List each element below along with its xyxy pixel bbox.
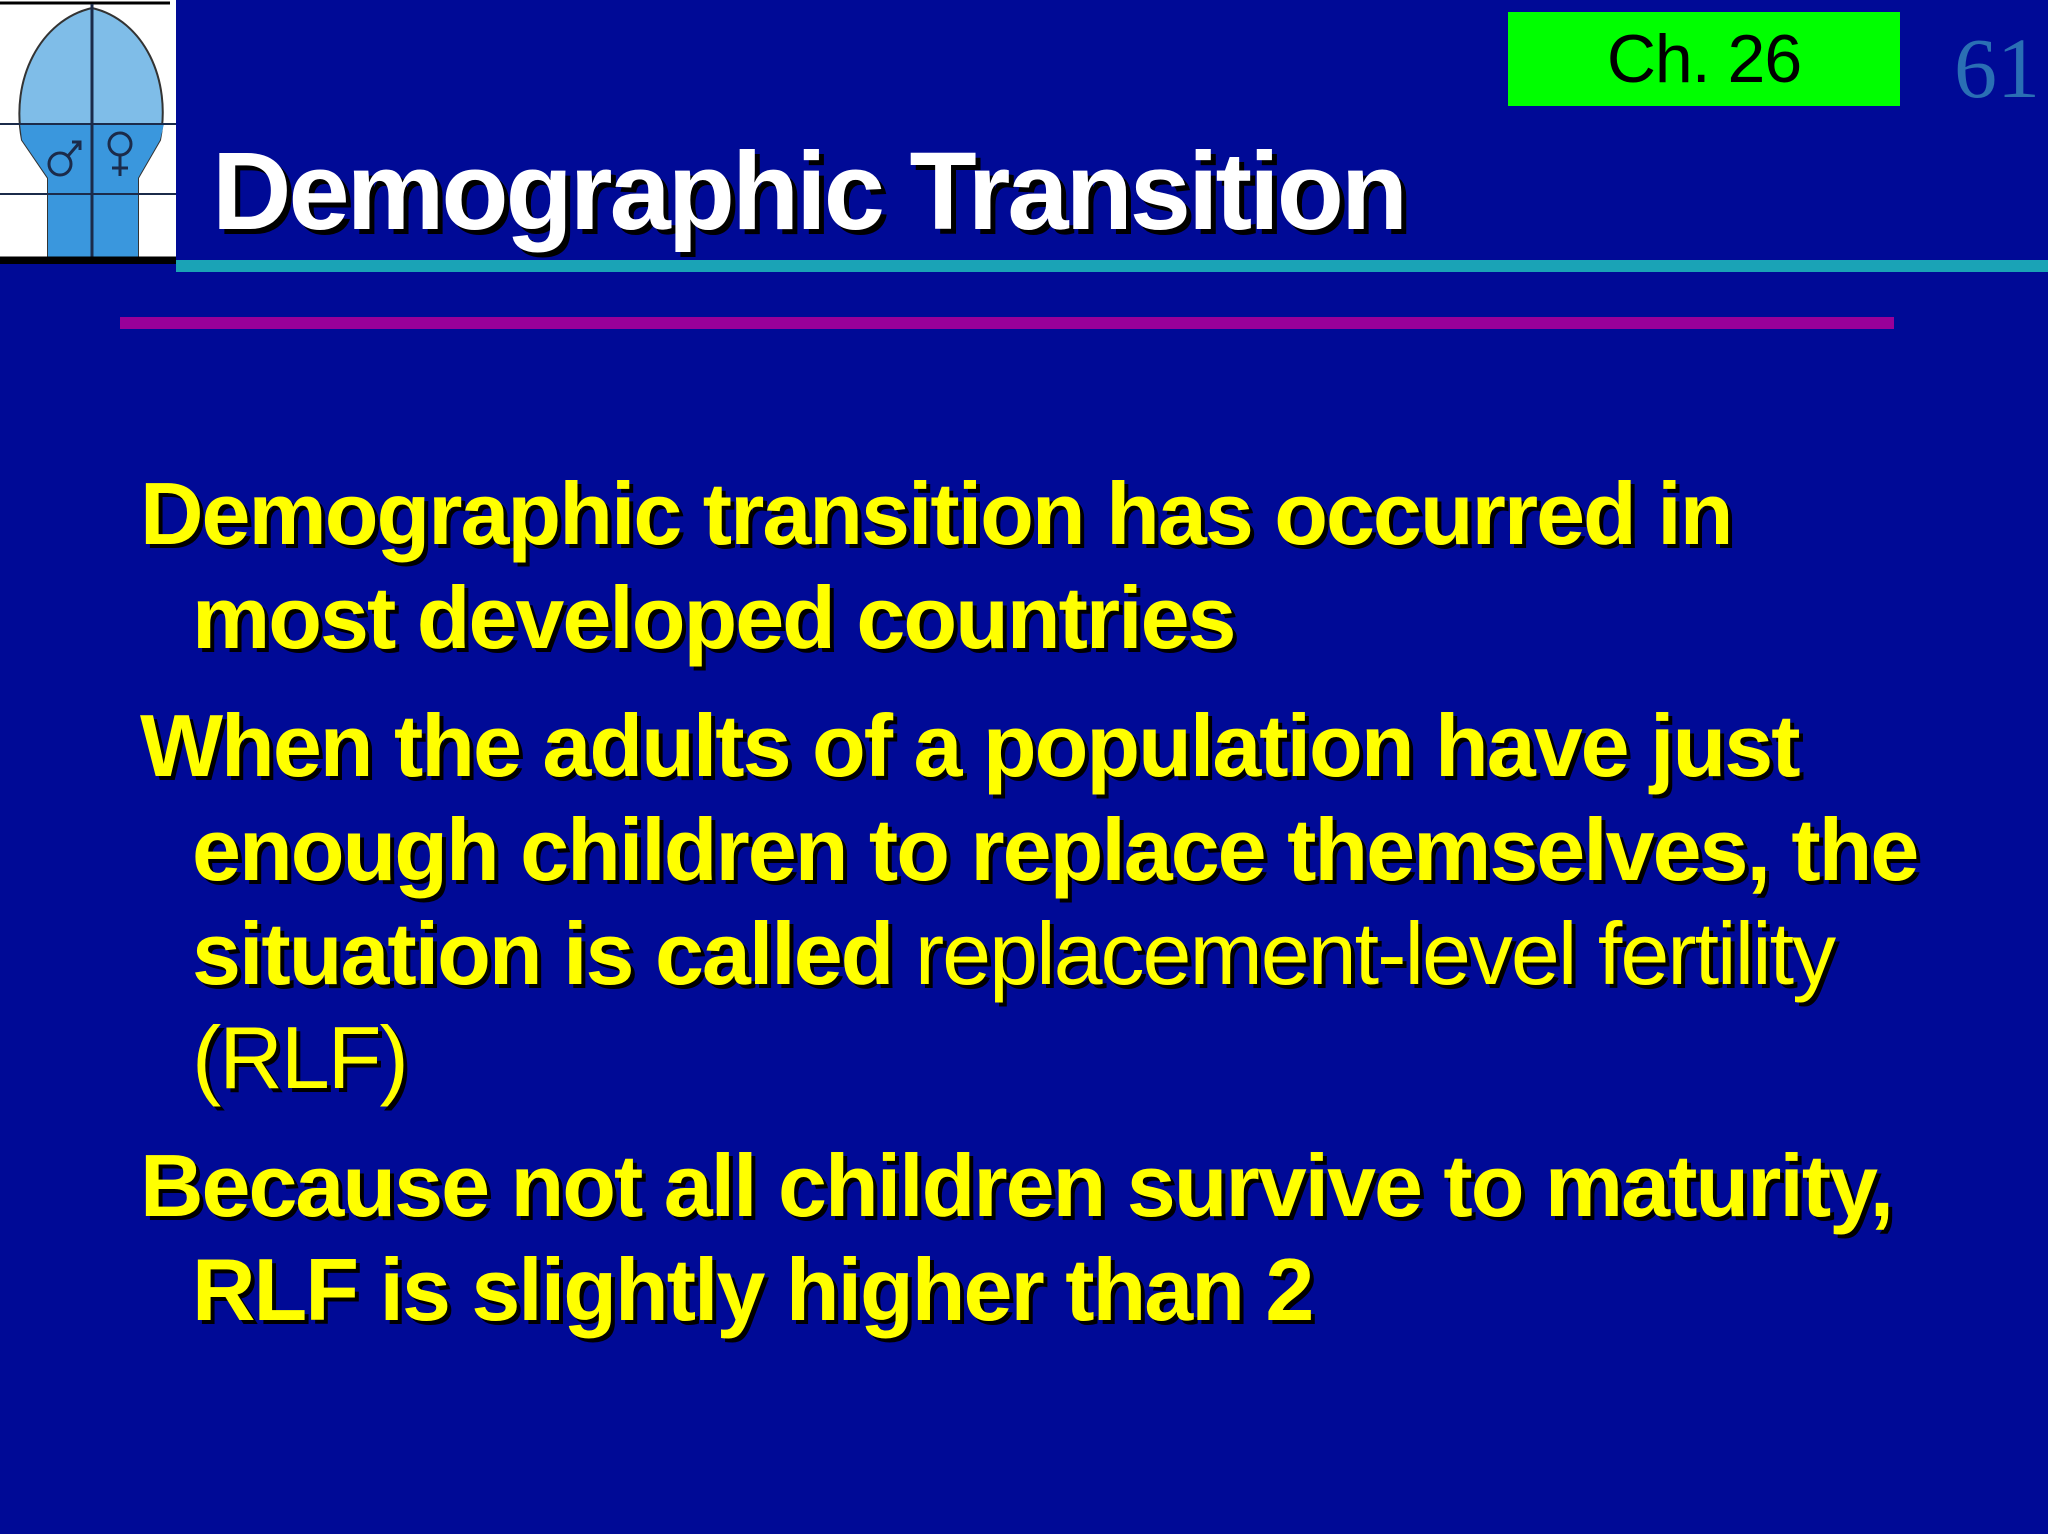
- title-underline: [176, 260, 2048, 272]
- divider-rule: [120, 317, 1894, 329]
- chapter-badge: Ch. 26: [1508, 12, 1900, 106]
- population-bulb-icon: [0, 0, 176, 262]
- bullet-1: Demographic transition has occurred in m…: [140, 464, 1733, 667]
- slide-number: 61: [1954, 20, 2040, 116]
- bullet-2-text: When the adults of a population have jus…: [140, 696, 1919, 1003]
- rlf-term: replacement-level fertility (RLF): [192, 904, 1836, 1107]
- male-symbol-icon: [47, 140, 82, 177]
- title-underline-left: [0, 258, 176, 264]
- bullet-3: Because not all children survive to matu…: [140, 1136, 1894, 1339]
- slide-title: Demographic Transition: [212, 130, 1408, 253]
- slide-body: Demographic transition has occurred in m…: [140, 462, 1940, 1366]
- female-symbol-icon: [107, 131, 133, 176]
- bullet-2: When the adults of a population have jus…: [140, 694, 1940, 1110]
